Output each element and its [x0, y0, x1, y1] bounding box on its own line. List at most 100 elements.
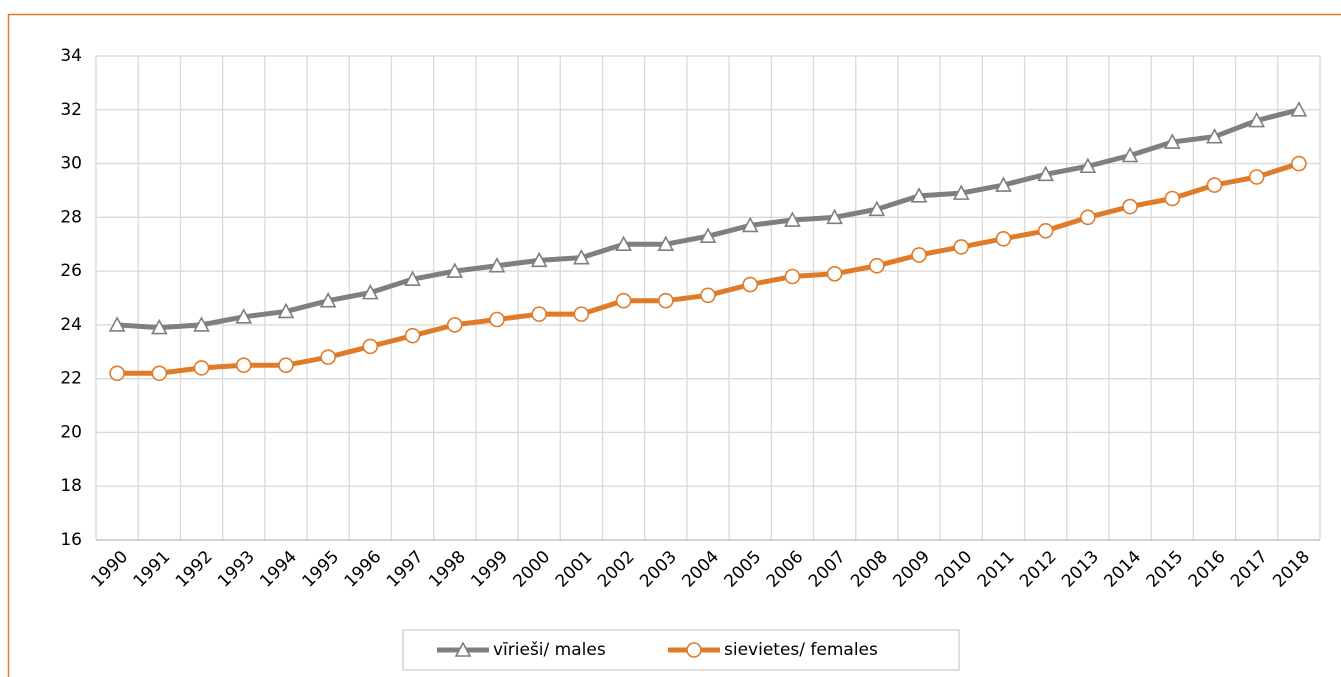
x-tick-label: 1994 [256, 547, 301, 592]
x-tick-label: 2007 [805, 547, 850, 592]
x-tick-label: 2006 [763, 547, 808, 592]
x-tick-label: 1991 [130, 547, 175, 592]
y-tick-label: 16 [60, 530, 82, 550]
marker [1206, 177, 1223, 193]
marker [826, 208, 843, 225]
x-tick-label: 2003 [636, 547, 681, 592]
marker [657, 235, 675, 252]
legend-label: sievietes/ females [724, 640, 878, 660]
marker [235, 308, 253, 324]
marker [699, 227, 717, 243]
marker [1037, 165, 1054, 182]
marker [953, 239, 970, 255]
marker [320, 349, 336, 365]
y-tick-label: 32 [60, 100, 82, 120]
x-tick-label: 2005 [721, 547, 766, 592]
marker [319, 292, 337, 308]
marker [1206, 127, 1223, 144]
marker [952, 184, 970, 200]
marker [446, 317, 463, 333]
marker [150, 318, 168, 335]
x-tick-label: 2018 [1269, 547, 1314, 592]
x-tick-label: 2001 [552, 547, 597, 592]
marker [1291, 155, 1307, 172]
legend-label: vīrieši/ males [493, 640, 606, 660]
marker [362, 338, 379, 355]
series-line [117, 161, 1300, 376]
x-tick-label: 1999 [467, 547, 512, 592]
marker [1080, 209, 1096, 226]
marker [193, 316, 210, 332]
marker [995, 176, 1012, 192]
marker [784, 268, 801, 285]
x-tick-label: 2016 [1185, 547, 1230, 592]
marker [911, 247, 927, 263]
marker [530, 251, 548, 268]
x-tick-label: 2009 [889, 547, 934, 592]
x-tick-label: 1998 [425, 547, 470, 592]
marker [573, 306, 590, 322]
marker [1248, 169, 1265, 185]
y-tick-label: 30 [60, 154, 82, 174]
marker [278, 357, 294, 374]
x-tick-label: 1995 [298, 547, 343, 592]
marker [362, 283, 379, 300]
y-tick-label: 22 [60, 369, 82, 389]
marker [1164, 190, 1181, 207]
marker [1122, 198, 1138, 215]
marker [109, 365, 125, 382]
y-tick-label: 26 [60, 261, 82, 281]
marker [784, 211, 801, 227]
marker [1037, 222, 1054, 239]
x-tick-label: 1992 [172, 547, 217, 592]
marker [1079, 157, 1097, 174]
x-tick-label: 1996 [341, 547, 386, 592]
x-tick-label: 2014 [1100, 547, 1145, 592]
x-tick-label: 2002 [594, 547, 639, 592]
marker [657, 292, 674, 309]
marker [446, 262, 464, 278]
marker [488, 257, 506, 273]
marker [573, 248, 590, 265]
x-tick-label: 2017 [1227, 547, 1272, 592]
marker [910, 187, 928, 203]
y-tick-label: 20 [60, 422, 82, 442]
marker [742, 276, 759, 293]
marker [686, 642, 702, 658]
marker [615, 235, 632, 252]
x-tick-label: 2004 [678, 547, 723, 592]
marker [404, 270, 421, 286]
marker [193, 360, 210, 376]
x-tick-label: 1990 [87, 547, 132, 592]
y-tick-label: 18 [60, 476, 82, 496]
x-tick-label: 2012 [1016, 547, 1061, 592]
x-tick-label: 2015 [1143, 547, 1188, 592]
marker [826, 265, 843, 282]
marker [869, 257, 885, 274]
y-tick-label: 24 [60, 315, 82, 335]
marker [995, 231, 1012, 247]
marker [489, 311, 505, 328]
marker [404, 327, 421, 344]
marker [700, 287, 716, 304]
marker [151, 365, 168, 382]
x-tick-label: 1993 [214, 547, 259, 592]
x-tick-label: 2010 [932, 547, 977, 592]
marker [108, 316, 126, 332]
x-tick-label: 2008 [847, 547, 892, 592]
x-tick-label: 2000 [510, 547, 555, 592]
x-tick-label: 2011 [974, 547, 1019, 592]
marker [615, 292, 632, 309]
marker [868, 200, 886, 217]
x-tick-label: 1997 [383, 547, 428, 592]
y-tick-label: 34 [60, 46, 82, 66]
frame [7, 13, 1341, 677]
marker [1248, 111, 1266, 128]
marker [454, 641, 472, 657]
marker [277, 302, 295, 319]
marker [235, 357, 252, 374]
y-tick-label: 28 [60, 207, 82, 227]
marker [1121, 146, 1139, 163]
marker [1163, 133, 1181, 149]
